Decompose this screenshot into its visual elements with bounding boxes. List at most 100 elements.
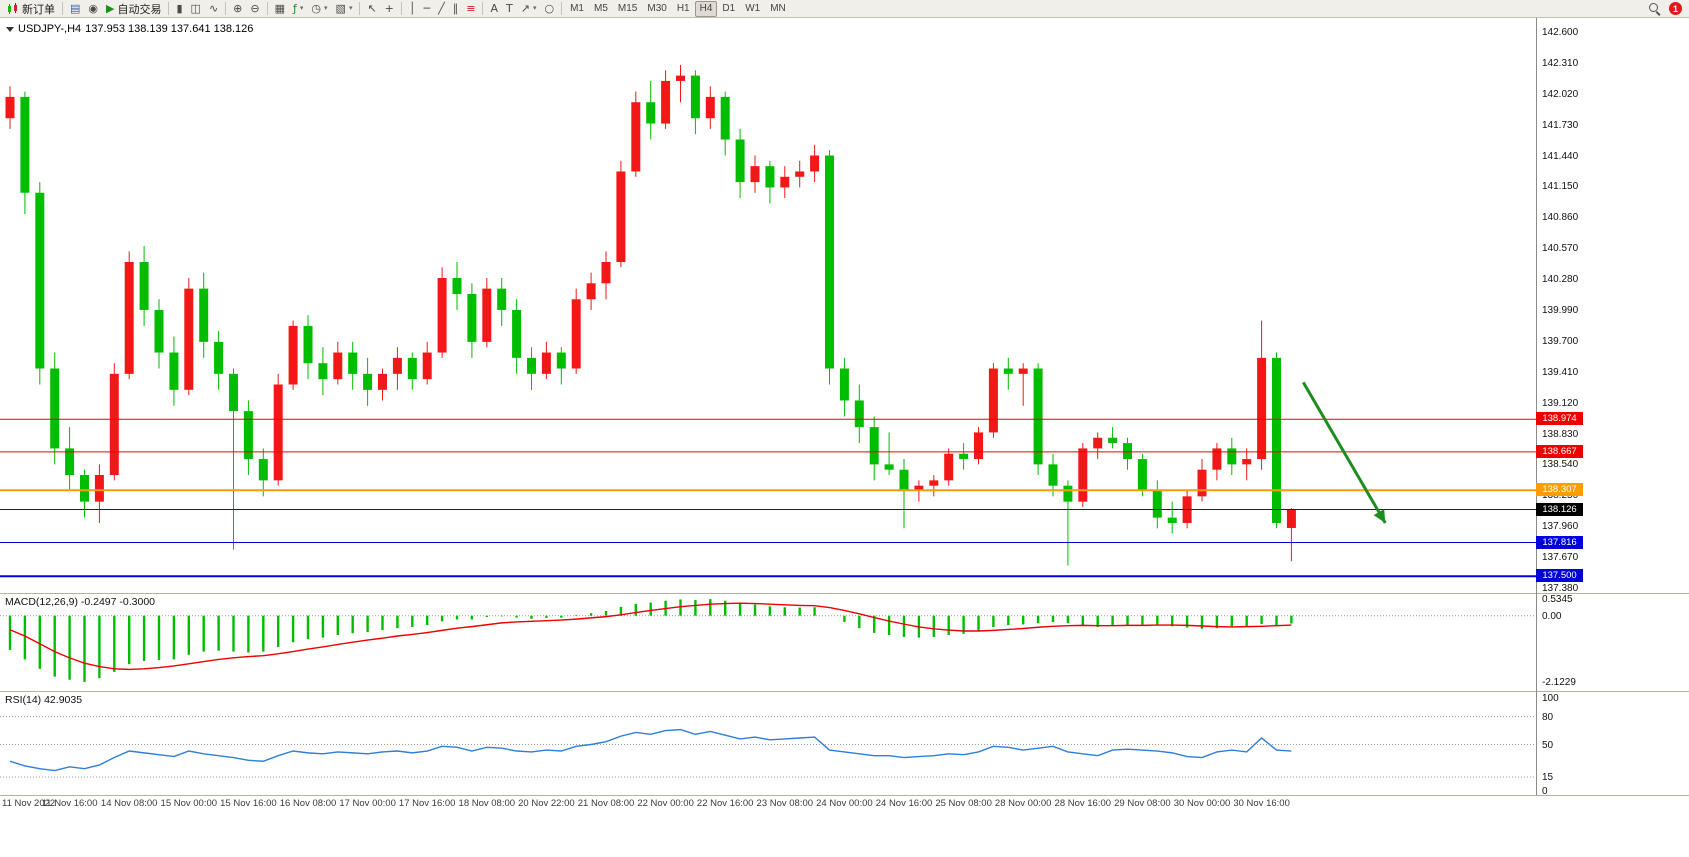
bar-chart-button[interactable]: ▮ [172, 1, 186, 17]
time-label: 23 Nov 08:00 [756, 798, 814, 809]
candle-chart-button[interactable]: ◫ [187, 1, 205, 17]
macd-scale[interactable]: 0.5345 0.00 -2.1229 [1536, 594, 1689, 691]
template-button[interactable]: ▧ ▾ [332, 1, 357, 17]
candle [571, 299, 581, 369]
fibonacci-icon: ≡ [466, 2, 476, 15]
candle [527, 357, 536, 374]
candle [541, 352, 551, 374]
macd-scale-tick: 0.00 [1542, 610, 1562, 622]
period-clock-icon: ◷ [311, 2, 322, 15]
candle [258, 459, 268, 481]
time-label: 17 Nov 00:00 [339, 798, 396, 809]
macd-scale-tick: -2.1229 [1542, 677, 1576, 688]
candle [452, 277, 462, 294]
candle [139, 262, 149, 310]
tf-button-M15[interactable]: M15 [613, 1, 642, 17]
price-scale[interactable]: 142.600 142.310 142.020 141.730 141.440 141.1… [1536, 18, 1689, 594]
arrow-tool-button[interactable]: ↗ ▾ [517, 1, 541, 17]
candle [318, 363, 328, 380]
arrow-tool-icon: ↗ [520, 2, 530, 15]
candle [512, 309, 522, 358]
text-tool-button[interactable]: A [486, 1, 502, 17]
tf-button-MN[interactable]: MN [765, 1, 791, 17]
label-tool-button[interactable]: T [502, 1, 517, 17]
shapes-tool-button[interactable]: ○ [540, 1, 558, 17]
candle [109, 373, 119, 476]
tf-button-W1[interactable]: W1 [740, 1, 765, 17]
hline-price-tag[interactable]: 137.500 [1536, 569, 1583, 583]
candle [646, 102, 656, 124]
fibonacci-tool-button[interactable]: ≡ [462, 1, 479, 17]
candle [1048, 464, 1058, 486]
search-button[interactable] [1645, 1, 1665, 17]
vline-tool-button[interactable]: │ [405, 1, 420, 17]
candle [5, 96, 15, 119]
shapes-icon: ○ [544, 2, 555, 15]
candle [810, 155, 820, 172]
tf-button-M1[interactable]: M1 [565, 1, 589, 17]
symbol-dropdown-icon[interactable] [6, 26, 14, 32]
toolbar-separator [561, 2, 563, 15]
cursor-button[interactable]: ↖ [363, 1, 380, 17]
price-tick: 141.730 [1542, 119, 1579, 131]
price-tick: 138.830 [1542, 428, 1579, 440]
candle [988, 368, 998, 433]
price-chart-canvas[interactable] [0, 18, 1536, 593]
candle [825, 155, 834, 369]
indicators-button[interactable]: ƒ ▾ [289, 1, 307, 17]
tf-button-H4[interactable]: H4 [694, 0, 718, 17]
search-icon [1649, 2, 1661, 15]
tf-button-M30[interactable]: M30 [642, 1, 671, 17]
price-tick: 140.280 [1542, 274, 1579, 286]
toolbar-separator [482, 2, 484, 15]
rsi-scale[interactable]: 100 80 50 15 0 [1536, 692, 1689, 797]
sound-button[interactable]: ◉ [84, 1, 102, 17]
candle [1212, 448, 1222, 470]
candle [661, 80, 671, 124]
zoom-in-button[interactable]: ⊕ [229, 1, 246, 17]
hline-tool-button[interactable]: ─ [420, 1, 435, 17]
candle [974, 432, 983, 460]
tf-button-D1[interactable]: D1 [717, 1, 740, 17]
zoom-out-button[interactable]: ⊖ [246, 1, 263, 17]
trendline-tool-button[interactable]: ╱ [434, 1, 449, 17]
hline-price-tag[interactable]: 138.667 [1536, 444, 1583, 458]
time-label: 28 Nov 00:00 [994, 798, 1052, 809]
horizontal-line-icon: ─ [423, 2, 431, 15]
rsi-scale-tick: 100 [1542, 693, 1559, 704]
time-label: 11 Nov 2022 [2, 798, 56, 809]
rsi-chart-canvas[interactable] [0, 692, 1536, 795]
macd-panel-separator[interactable] [0, 593, 1689, 594]
tf-button-M5[interactable]: M5 [589, 1, 613, 17]
macd-chart-canvas[interactable] [0, 594, 1536, 691]
channel-tool-button[interactable]: ∥ [449, 1, 463, 17]
autotrade-button[interactable]: ▶ 自动交易 [102, 1, 165, 17]
hline-price-tag[interactable]: 138.974 [1536, 412, 1583, 426]
crosshair-button[interactable]: + [381, 1, 398, 17]
price-tick: 139.700 [1542, 335, 1579, 347]
chevron-down-icon: ▾ [348, 5, 353, 12]
hline-price-tag[interactable]: 138.307 [1536, 483, 1583, 497]
notification-badge[interactable]: 1 [1669, 2, 1682, 15]
candle [392, 357, 402, 374]
rsi-panel-separator[interactable] [0, 691, 1689, 692]
period-button[interactable]: ◷ ▾ [307, 1, 331, 17]
candle [467, 293, 477, 342]
tile-windows-button[interactable]: ▦ [271, 1, 289, 17]
new-order-button[interactable]: 新订单 [3, 1, 59, 17]
candle [65, 448, 75, 476]
tf-button-H1[interactable]: H1 [672, 1, 695, 17]
time-label: 24 Nov 16:00 [875, 798, 933, 809]
hline-price-tag[interactable]: 137.816 [1536, 535, 1583, 549]
rsi-line [9, 728, 1292, 772]
candle [944, 453, 954, 481]
candle [929, 480, 939, 486]
line-chart-button[interactable]: ∿ [205, 1, 222, 17]
arrow-annotation[interactable] [1302, 381, 1387, 524]
print-preview-button[interactable]: ▤ [66, 1, 84, 17]
print-icon: ▤ [70, 2, 81, 15]
candle [243, 411, 253, 460]
candle [378, 373, 387, 390]
time-axis[interactable]: 11 Nov 2022 11 Nov 16:00 14 Nov 08:00 15 No… [0, 797, 1536, 813]
candle [229, 373, 238, 412]
